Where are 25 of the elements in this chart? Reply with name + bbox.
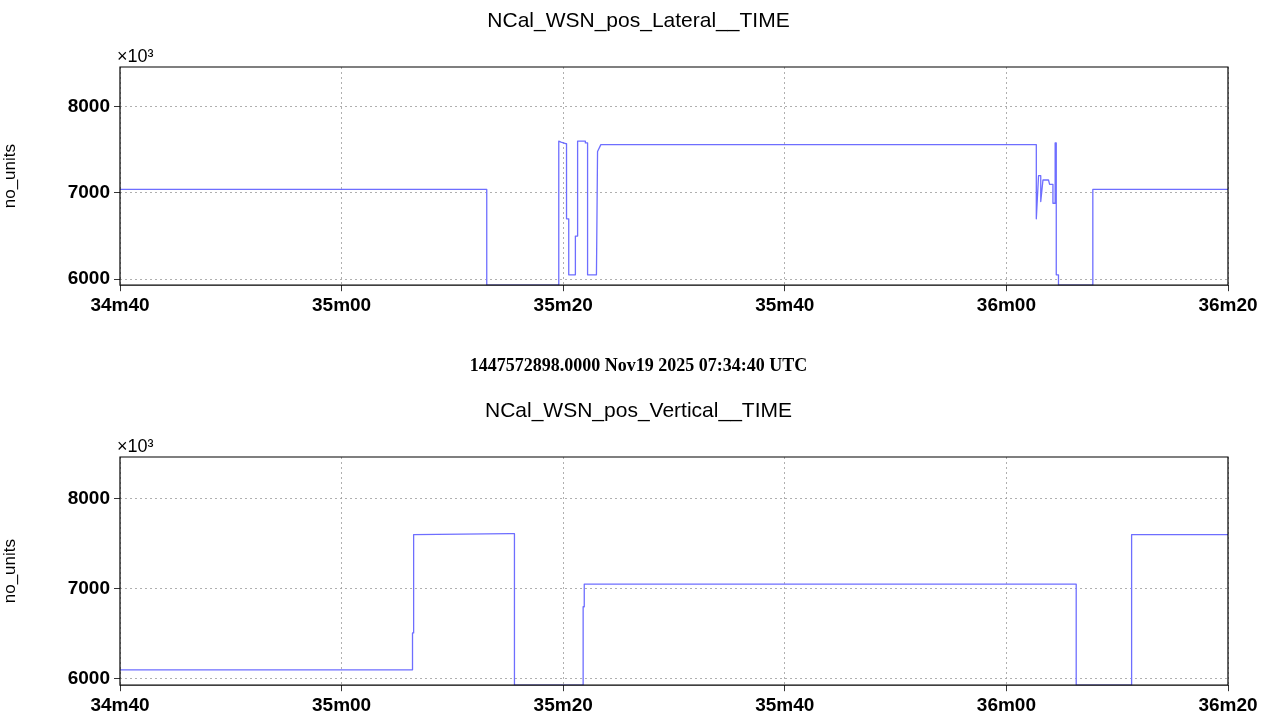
x-tick-label: 35m40 [755,293,815,315]
x-tick-label: 35m00 [312,693,372,715]
x-tick-label: 36m00 [976,693,1036,715]
x-tick-label: 35m00 [312,293,372,315]
y-tick-label: 6000 [67,667,110,689]
x-tick-label: 35m20 [533,693,593,715]
y-tick-label: 7000 [67,181,110,203]
chart-title: NCal_WSN_pos_Vertical__TIME [484,398,793,422]
y-tick-label: 6000 [67,267,110,289]
text: ×10³ [117,45,154,66]
y-tick-label: 7000 [67,576,110,598]
x-tick-label: 36m20 [1198,293,1258,315]
chart-subtitle: 1447572898.0000 Nov19 2025 07:34:40 UTC [468,355,809,376]
x-tick-label: 36m20 [1198,693,1258,715]
y-axis-title: no_units [0,143,19,209]
x-tick-label: 36m00 [976,293,1036,315]
x-tick-label: 34m40 [90,293,150,315]
y-tick-label: 8000 [67,486,110,508]
y-axis-title: no_units [0,538,19,604]
x-tick-label: 35m20 [533,293,593,315]
x-tick-label: 35m40 [755,693,815,715]
x-tick-label: 34m40 [90,693,150,715]
text: ×10³ [117,435,154,456]
chart-title: NCal_WSN_pos_Lateral__TIME [486,8,791,32]
y-tick-label: 8000 [67,94,110,116]
